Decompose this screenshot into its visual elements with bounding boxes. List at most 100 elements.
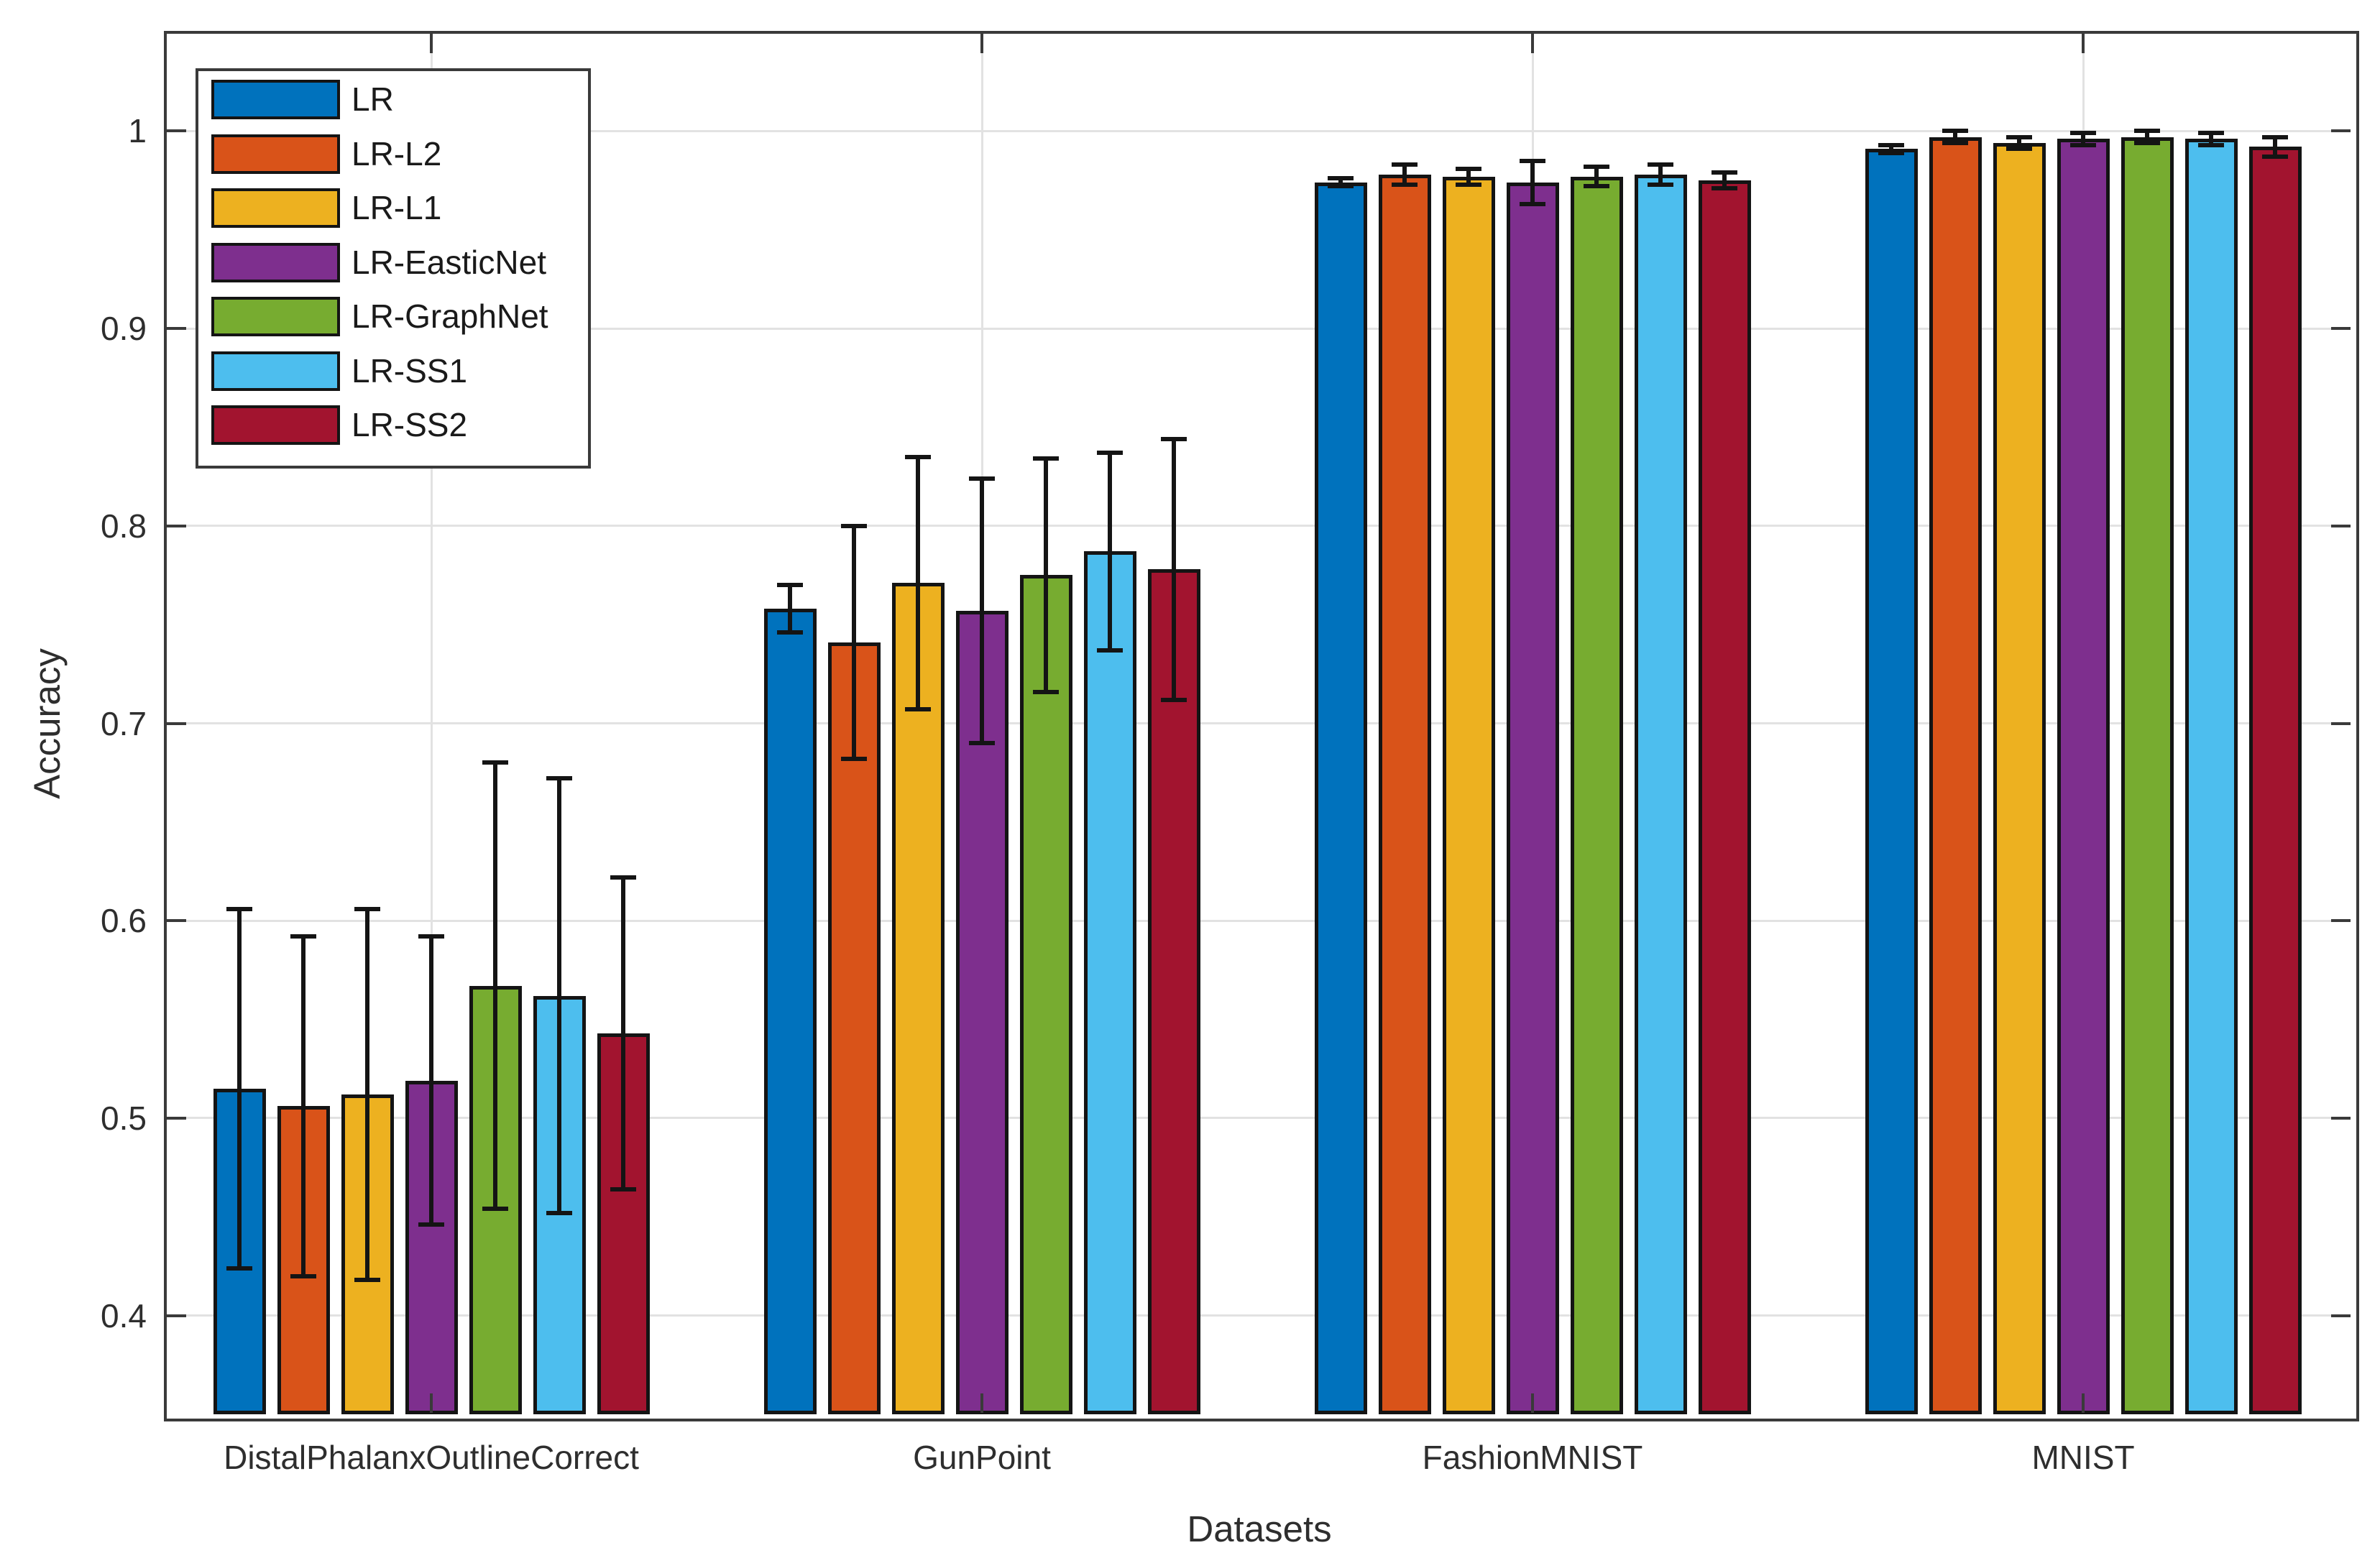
y-tick-label: 0.5 [101, 1099, 147, 1137]
errorbar-cap-top [777, 583, 803, 588]
errorbar-cap-top [1392, 162, 1418, 167]
legend-label-lr-ss2: LR-SS2 [352, 406, 468, 443]
errorbar-cap-top [1942, 129, 1968, 134]
x-tick-bottom [980, 1393, 983, 1413]
errorbar-cap-top [546, 776, 572, 781]
y-tick-right [2331, 129, 2351, 133]
errorbar-line [1402, 165, 1407, 185]
y-tick-label: 0.7 [101, 704, 147, 742]
errorbar-cap-top [1712, 170, 1737, 175]
y-tick-left [167, 524, 186, 527]
bar-lr [1865, 149, 1918, 1414]
legend-swatch-lr-ss1 [211, 351, 340, 391]
errorbar-line [301, 936, 305, 1276]
errorbar-cap-bottom [610, 1186, 636, 1191]
errorbar-cap-bottom [1161, 697, 1187, 702]
errorbar-cap-bottom [1878, 150, 1904, 155]
bar-lr-graphnet [2121, 137, 2174, 1414]
errorbar-cap-top [354, 906, 380, 911]
errorbar-cap-bottom [482, 1207, 508, 1212]
y-tick-left [167, 722, 186, 725]
errorbar-cap-bottom [2134, 140, 2160, 145]
errorbar-cap-bottom [226, 1266, 252, 1271]
y-gridline [167, 722, 2351, 724]
x-tick-top [2082, 34, 2085, 53]
y-tick-left [167, 129, 186, 133]
errorbar-cap-top [905, 454, 931, 459]
errorbar-cap-top [1520, 158, 1545, 163]
bar-lr-ss2 [1147, 569, 1200, 1414]
errorbar-line [2081, 133, 2085, 145]
y-tick-label: 0.6 [101, 902, 147, 940]
x-tick-bottom [430, 1393, 433, 1413]
errorbar-cap-top [1033, 456, 1059, 461]
y-tick-label: 0.8 [101, 507, 147, 545]
errorbar-cap-bottom [1033, 689, 1059, 694]
errorbar-line [557, 778, 561, 1213]
errorbar-cap-top [2006, 134, 2032, 139]
legend-label-lr-graphnet: LR-GraphNet [352, 298, 548, 335]
x-tick-label: FashionMNIST [1422, 1439, 1643, 1476]
errorbar-cap-top [1584, 164, 1609, 169]
errorbar-cap-bottom [1712, 186, 1737, 191]
errorbar-line [621, 877, 625, 1189]
y-tick-left [167, 1314, 186, 1317]
errorbar-line [1530, 160, 1535, 204]
errorbar-line [1108, 453, 1112, 650]
bar-lr-l2 [827, 642, 881, 1414]
bar-lr [1314, 182, 1367, 1414]
errorbar-cap-top [2134, 129, 2160, 134]
y-gridline [167, 919, 2351, 922]
y-tick-left [167, 1116, 186, 1120]
y-gridline [167, 327, 2351, 330]
legend-box: LR LR-L2 LR-L1 LR-EasticNet LR-GraphNet LR-SS… [196, 68, 591, 469]
legend-label-lr-easticnet: LR-EasticNet [352, 243, 546, 281]
y-tick-label: 0.4 [101, 1296, 147, 1335]
errorbar-cap-bottom [1584, 184, 1609, 189]
errorbar-line [1594, 166, 1599, 187]
errorbar-cap-top [482, 760, 508, 765]
errorbar-cap-bottom [905, 707, 931, 712]
errorbar-cap-top [2262, 134, 2288, 139]
errorbar-line [1466, 168, 1471, 185]
legend-swatch-lr-easticnet [211, 242, 340, 282]
errorbar-line [788, 585, 792, 633]
errorbar-cap-bottom [2262, 155, 2288, 160]
x-tick-top [980, 34, 983, 53]
errorbar-line [1338, 178, 1343, 187]
legend-swatch-lr-graphnet [211, 297, 340, 336]
y-tick-left [167, 919, 186, 923]
y-gridline [167, 525, 2351, 527]
errorbar-cap-bottom [1097, 647, 1123, 653]
errorbar-line [1722, 172, 1727, 189]
y-gridline [167, 1117, 2351, 1120]
bar-lr-l1 [1442, 176, 1495, 1414]
errorbar-line [365, 908, 369, 1281]
errorbar-cap-bottom [2198, 142, 2224, 147]
errorbar-line [237, 908, 242, 1268]
x-tick-label: DistalPhalanxOutlineCorrect [224, 1439, 639, 1476]
x-tick-top [430, 34, 433, 53]
errorbar-line [2273, 137, 2277, 157]
legend-label-lr: LR [352, 80, 394, 118]
legend-swatch-lr-l2 [211, 134, 340, 174]
errorbar-line [2145, 131, 2149, 143]
errorbar-line [1044, 458, 1048, 692]
bar-lr-l1 [1993, 142, 2046, 1414]
errorbar-cap-top [1878, 142, 1904, 147]
bar-lr-easticnet [2057, 139, 2110, 1414]
errorbar-cap-bottom [1456, 182, 1481, 187]
legend-label-lr-l1: LR-L1 [352, 189, 442, 226]
errorbar-cap-top [418, 934, 444, 939]
errorbar-cap-top [2198, 131, 2224, 136]
legend-label-lr-l2: LR-L2 [352, 134, 442, 172]
errorbar-cap-bottom [418, 1222, 444, 1227]
errorbar-cap-bottom [1648, 182, 1673, 187]
bar-lr-l1 [891, 583, 945, 1414]
errorbar-cap-bottom [1520, 202, 1545, 206]
bar-lr-ss1 [2184, 139, 2238, 1414]
x-tick-bottom [1531, 1393, 1534, 1413]
errorbar-cap-top [290, 934, 316, 939]
